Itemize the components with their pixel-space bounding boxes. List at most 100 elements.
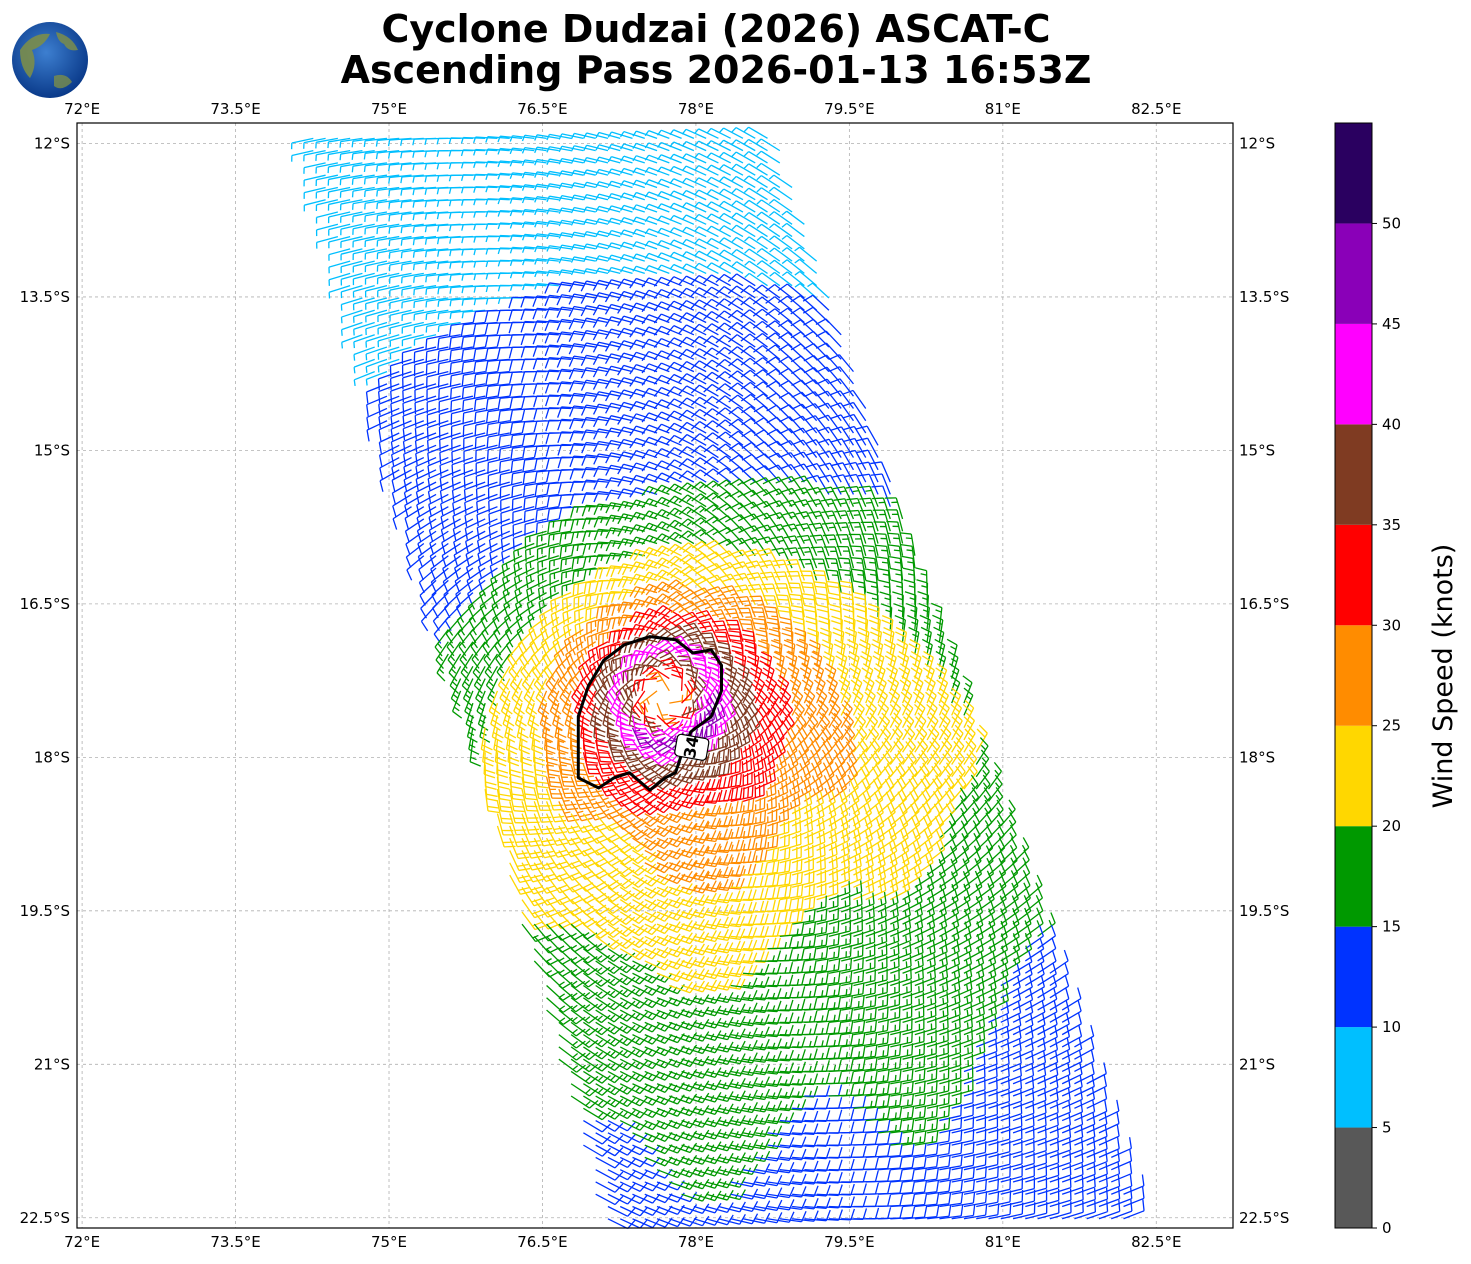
barb-flag [378,442,382,454]
wind-barb [719,200,744,213]
barb-flag [804,391,815,398]
barb-flag [803,379,815,386]
barb-staff [673,251,695,262]
wind-barb [376,235,400,247]
barb-staff [513,542,535,552]
barb-staff [341,285,363,293]
wind-barb [315,211,339,224]
barb-flag [523,511,526,523]
barb-staff [748,224,768,238]
barb-flag [837,557,850,560]
wind-barb [449,285,473,294]
barb-staff [686,263,707,274]
barb-half-flag [828,514,835,517]
barb-staff [414,395,437,404]
barb-staff [838,354,854,373]
barb-staff [340,174,363,180]
barb-staff [648,338,670,348]
barb-half-flag [756,138,762,144]
barb-staff [698,201,719,213]
barb-staff [698,323,719,336]
wind-barb [568,392,596,405]
barb-staff [426,272,449,277]
barb-staff [452,506,474,517]
barb-flag [390,441,394,454]
barb-half-flag [437,288,440,295]
barb-staff [426,346,449,353]
wind-barb [669,202,695,213]
barb-half-flag [619,254,625,261]
wind-barb [807,282,830,299]
barb-half-flag [485,248,489,255]
barb-flag [778,343,789,352]
barb-flag [488,513,491,526]
wind-barb [534,270,559,278]
barb-flag [847,509,859,512]
barb-staff [635,363,658,373]
barb-half-flag [607,193,612,200]
wind-barb [568,380,596,392]
barb-flag [414,415,417,427]
barb-staff [464,493,486,504]
wind-barb [778,392,805,409]
barb-staff [353,321,375,330]
barb-half-flag [588,569,592,576]
barb-flag [851,568,864,572]
wind-barb [400,235,424,246]
barb-flag [852,580,865,584]
wind-barb [413,321,437,334]
barb-half-flag [436,212,440,220]
barb-half-flag [894,561,901,564]
barb-staff [389,297,412,304]
barb-staff [475,186,498,189]
wind-barb [694,152,719,164]
barb-half-flag [719,200,725,207]
wind-barb [413,285,437,296]
barb-flag [488,539,492,552]
barb-half-flag [412,251,415,258]
wind-barb [605,464,633,476]
barb-flag [589,608,592,620]
wind-barb [473,370,498,386]
barb-staff [538,592,560,603]
barb-staff [698,348,719,360]
wind-barb [352,272,375,286]
barb-staff [761,199,781,213]
wind-barb [653,313,682,324]
barb-flag [784,547,797,550]
barb-flag [641,351,650,362]
barb-half-flag [694,238,700,245]
barb-staff [806,523,818,544]
barb-flag [821,522,834,525]
barb-flag [761,583,773,586]
barb-half-flag [632,241,637,248]
wind-barb [666,373,695,385]
barb-flag [500,539,504,551]
barb-flag [629,315,637,326]
barb-flag [617,414,625,425]
barb-staff [464,481,486,491]
barb-half-flag [769,259,775,265]
barb-staff [842,462,855,483]
wind-barb [544,356,572,369]
barb-half-flag [731,261,738,267]
barb-flag [604,279,612,290]
wind-barb [731,163,756,176]
barb-staff [389,211,412,216]
wind-barb [556,331,584,343]
barb-staff [501,555,523,566]
barb-flag [777,307,788,316]
barb-flag [402,428,406,441]
barb-half-flag [534,184,538,191]
barb-staff [748,138,768,152]
barb-half-flag [351,153,354,160]
wind-barb [752,332,781,348]
barb-flag [510,460,514,473]
barb-staff [475,346,498,350]
barb-flag [556,356,563,368]
barb-staff [685,202,707,213]
barb-staff [501,530,523,540]
barb-staff [786,283,805,299]
barb-staff [698,274,719,287]
barb-flag [703,323,713,333]
